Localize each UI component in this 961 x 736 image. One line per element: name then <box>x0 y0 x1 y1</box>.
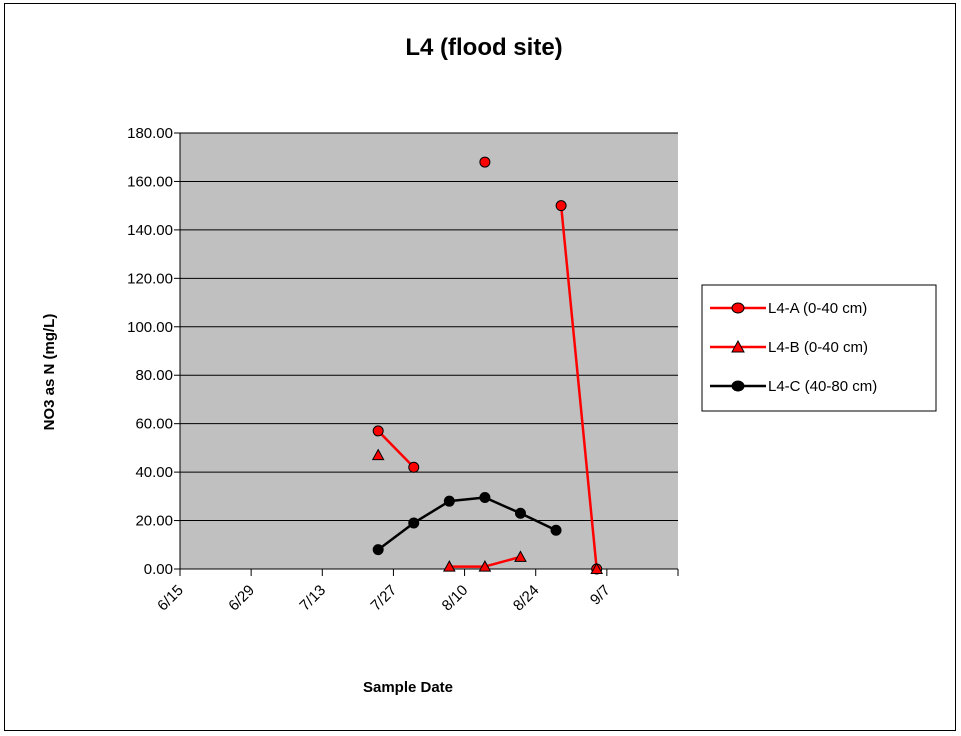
data-point <box>408 517 420 529</box>
series-line-segment <box>377 430 415 469</box>
y-tick-label: 140.00 <box>127 222 173 239</box>
data-point <box>590 562 604 574</box>
data-point <box>372 425 384 437</box>
y-tick-label: 100.00 <box>127 319 173 336</box>
gridlines <box>180 132 678 522</box>
legend-marker <box>731 380 745 392</box>
y-tick-label: 40.00 <box>135 464 173 481</box>
data-point <box>479 492 491 504</box>
legend-label: L4-C (40-80 cm) <box>768 378 877 395</box>
data-point <box>479 156 491 168</box>
data-point <box>443 495 455 507</box>
data-point <box>408 461 420 473</box>
plot-area <box>180 133 678 569</box>
data-point <box>442 560 456 572</box>
legend-marker <box>731 302 745 314</box>
x-tick-label: 8/10 <box>439 582 472 615</box>
data-point <box>555 200 567 212</box>
legend: L4-A (0-40 cm) L4-B (0-40 cm) L4-C (40-80 … <box>701 284 937 412</box>
x-tick-label: 6/15 <box>154 582 187 615</box>
x-tick-label: 7/13 <box>296 582 329 615</box>
y-tick-label: 80.00 <box>135 367 173 384</box>
chart-title: L4 (flood site) <box>405 34 562 61</box>
series-line-segment <box>413 500 450 525</box>
series-line-segment <box>377 521 415 551</box>
data-point <box>371 448 385 461</box>
y-tick-label: 0.00 <box>144 561 173 578</box>
y-tick-label: 60.00 <box>135 416 173 433</box>
series-line-segment <box>484 496 521 515</box>
x-tick-label: 9/7 <box>587 582 614 609</box>
data-point <box>478 560 492 572</box>
y-tick-label: 160.00 <box>127 173 173 190</box>
x-axis-ticks: 6/15 6/29 7/13 7/27 8/10 8/24 9/7 <box>154 569 679 615</box>
y-axis-ticks: 0.00 20.00 40.00 60.00 80.00 100.00 120.00 140.… <box>127 125 180 578</box>
series-1 <box>372 156 603 575</box>
x-tick-label: 7/27 <box>368 582 401 615</box>
y-axis-title: NO3 as N (mg/L) <box>41 314 58 431</box>
data-point <box>550 524 562 536</box>
legend-marker <box>731 339 745 353</box>
series-2 <box>371 448 604 574</box>
data-point <box>372 544 384 556</box>
series-line-segment <box>484 555 521 568</box>
data-point <box>514 507 526 519</box>
plot-background <box>180 133 678 569</box>
series-line-segment <box>449 496 486 503</box>
series-layer <box>371 156 604 575</box>
legend-label: L4-A (0-40 cm) <box>768 300 867 317</box>
data-point <box>514 550 527 562</box>
series-line-segment <box>559 205 598 570</box>
x-axis-title: Sample Date <box>363 679 453 696</box>
series-line-segment <box>519 512 557 532</box>
series-3 <box>372 492 562 556</box>
y-tick-label: 180.00 <box>127 125 173 142</box>
x-tick-label: 6/29 <box>225 582 258 615</box>
y-tick-label: 20.00 <box>135 513 173 530</box>
y-tick-label: 120.00 <box>127 270 173 287</box>
x-tick-label: 8/24 <box>510 582 543 615</box>
legend-label: L4-B (0-40 cm) <box>768 339 868 356</box>
